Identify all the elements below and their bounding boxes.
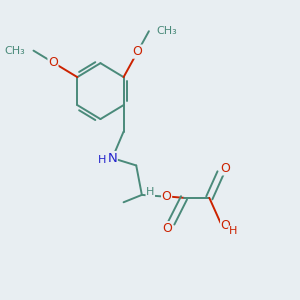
Text: O: O (48, 56, 58, 69)
Text: O: O (162, 190, 172, 203)
Text: H: H (98, 155, 106, 166)
Text: CH₃: CH₃ (4, 46, 25, 56)
Text: N: N (107, 152, 117, 165)
Text: H: H (229, 226, 237, 236)
Text: O: O (221, 219, 231, 232)
Text: O: O (133, 45, 142, 58)
Text: CH₃: CH₃ (156, 26, 177, 36)
Text: O: O (162, 222, 172, 235)
Text: O: O (221, 162, 231, 175)
Text: H: H (146, 187, 154, 197)
